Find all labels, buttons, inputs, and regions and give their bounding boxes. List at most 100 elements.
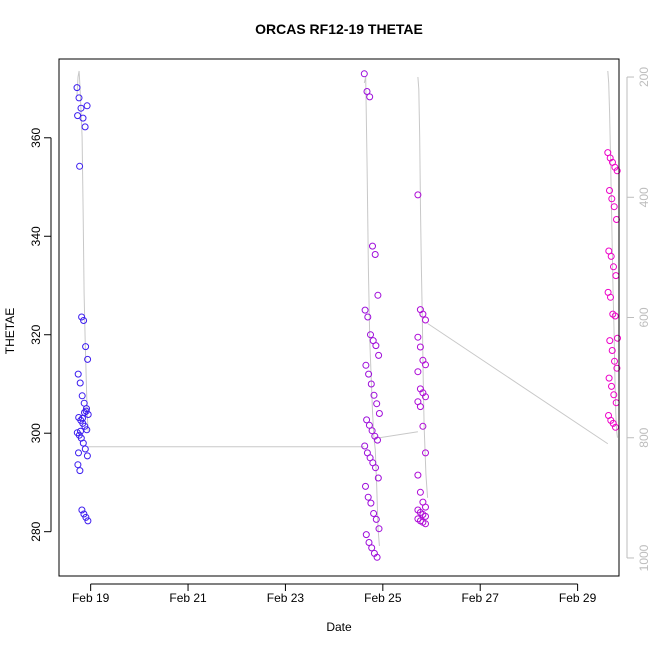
data-point	[363, 416, 371, 424]
data-point	[608, 382, 615, 390]
data-point	[606, 187, 613, 194]
data-point	[81, 445, 89, 453]
data-point	[364, 313, 372, 321]
data-point	[372, 342, 380, 350]
data-point	[613, 167, 621, 175]
data-point	[416, 403, 424, 411]
data-point	[414, 191, 422, 199]
data-point	[419, 310, 427, 318]
data-point	[416, 343, 424, 351]
data-point	[367, 499, 375, 507]
pressure-trace-flight-1	[76, 70, 89, 432]
plot-frame	[58, 58, 620, 577]
data-point	[372, 515, 380, 523]
x-tick-label: Feb 27	[462, 591, 500, 605]
data-point	[365, 370, 373, 378]
data-point	[614, 334, 621, 342]
data-point	[610, 263, 617, 271]
data-point	[82, 407, 90, 415]
data-point	[422, 512, 429, 520]
data-point	[78, 313, 86, 321]
data-point	[414, 471, 422, 479]
data-point	[375, 410, 383, 417]
data-point	[374, 474, 382, 482]
data-point	[414, 368, 422, 376]
data-point	[82, 513, 90, 521]
data-point	[363, 88, 371, 95]
chart-title: ORCAS RF12-19 THETAE	[255, 21, 423, 37]
data-point	[82, 343, 90, 351]
pressure-connector-2	[379, 431, 418, 439]
data-point	[77, 104, 85, 112]
data-point	[76, 162, 84, 170]
pressure-connector-3	[427, 323, 609, 445]
data-point	[79, 439, 87, 447]
pressure-trace-flight-3	[417, 76, 429, 498]
data-point	[613, 364, 621, 372]
data-point	[81, 422, 89, 430]
data-point	[369, 242, 376, 250]
data-point	[607, 293, 614, 301]
data-point	[372, 464, 379, 472]
data-point	[375, 525, 383, 533]
pressure-axis: 200 400 600 800 1000	[626, 67, 650, 571]
x-tick-label: Feb 25	[364, 591, 402, 605]
data-point	[74, 461, 82, 469]
y-tick-label: 320	[29, 324, 43, 344]
x-tick-label: Feb 21	[169, 591, 207, 605]
data-point	[608, 347, 616, 354]
data-point	[422, 503, 429, 511]
data-point	[78, 506, 86, 514]
data-point	[609, 419, 617, 427]
data-point	[361, 306, 369, 314]
data-point	[83, 405, 90, 413]
data-point	[605, 374, 613, 382]
data-point	[611, 357, 618, 365]
data-point	[365, 539, 373, 546]
data-point	[80, 510, 88, 518]
data-point	[374, 291, 382, 299]
data-point	[360, 70, 368, 78]
pressure-tick-label: 600	[637, 307, 650, 327]
data-point	[367, 331, 374, 339]
pressure-tick-label: 1000	[637, 544, 650, 571]
data-point	[361, 442, 369, 450]
data-point	[75, 449, 82, 457]
data-point	[74, 112, 82, 120]
y-axis: 280 300 320 340 360	[29, 127, 52, 542]
pressure-tick-label: 200	[637, 67, 650, 87]
data-point	[84, 517, 92, 525]
data-point	[373, 400, 381, 408]
data-point	[81, 123, 89, 131]
data-point	[373, 553, 381, 561]
data-point	[607, 252, 615, 260]
data-point	[84, 355, 92, 363]
pressure-tick-label: 800	[637, 427, 650, 447]
data-point	[76, 467, 84, 475]
data-point	[422, 361, 429, 369]
data-point	[368, 427, 376, 435]
pressure-trace-flight-2	[363, 76, 380, 546]
data-point	[416, 488, 424, 496]
data-point	[610, 203, 618, 211]
data-point	[608, 195, 616, 203]
data-point	[611, 312, 619, 320]
x-tick-label: Feb 19	[72, 591, 110, 605]
data-point	[79, 414, 86, 422]
x-axis: Feb 19 Feb 21 Feb 23 Feb 25 Feb 27 Feb 29	[72, 583, 597, 605]
data-point	[610, 391, 618, 399]
data-point	[606, 337, 614, 345]
y-tick-label: 280	[29, 521, 43, 541]
data-point	[362, 531, 370, 539]
data-point	[76, 379, 84, 387]
data-point	[366, 93, 374, 101]
data-point	[362, 482, 369, 490]
x-tick-label: Feb 23	[267, 591, 305, 605]
y-tick-label: 300	[29, 423, 43, 443]
data-point	[75, 94, 83, 102]
y-axis-label: THETAE	[3, 308, 17, 354]
data-point	[367, 380, 375, 388]
data-point	[362, 361, 370, 369]
